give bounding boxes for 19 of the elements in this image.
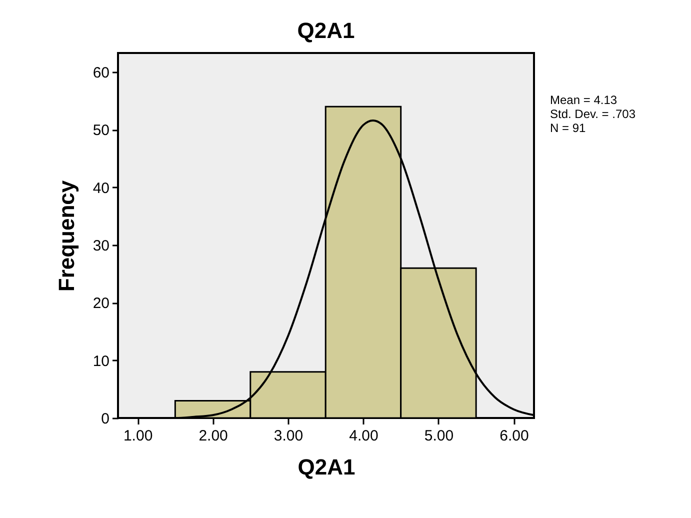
y-tick-label: 30 [92,238,110,255]
y-tick-label: 60 [92,64,110,82]
text: N = 91 [550,121,586,135]
x-tick-label: 6.00 [500,428,529,444]
y-tick-label: 10 [92,352,110,370]
x-tick-label: 4.00 [349,428,378,444]
y-tick-label: 0 [101,410,110,428]
x-tick-label: 1.00 [123,428,153,444]
x-axis-title: Q2A1 [298,454,356,480]
chart-title: Q2A1 [297,18,355,43]
x-tick-label: 5.00 [424,428,454,444]
y-axis-title: Frequency [54,180,79,292]
y-tick-label: 40 [92,180,110,197]
text: Mean = 4.13 [550,93,618,107]
y-tick-label: 20 [92,295,110,312]
y-tick-label: 50 [92,122,110,140]
text: Std. Dev. = .703 [550,107,636,121]
x-tick-label: 2.00 [198,428,228,444]
x-tick-label: 3.00 [274,428,304,444]
